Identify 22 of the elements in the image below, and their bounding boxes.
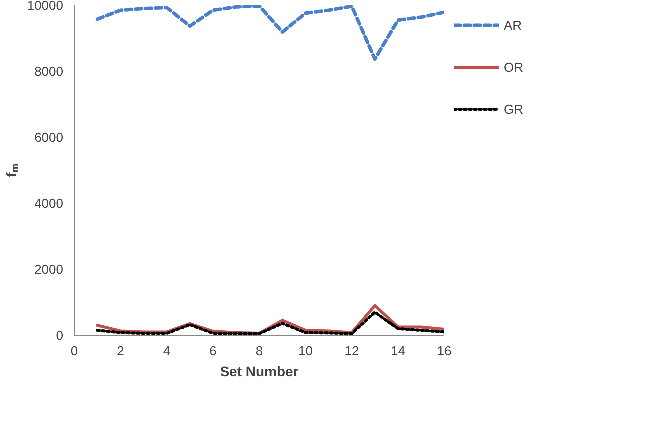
x-tick-label: 0: [70, 344, 78, 358]
x-tick-label: 12: [344, 344, 360, 358]
y-tick-label: 6000: [34, 130, 64, 145]
y-axis-title: fₘ: [3, 164, 20, 178]
y-tick-label: 4000: [34, 196, 64, 211]
line-series: [96, 6, 444, 62]
x-tick-label: 8: [256, 344, 264, 358]
legend-label: OR: [504, 60, 524, 74]
legend-label: AR: [504, 18, 524, 32]
line-series: [96, 310, 444, 336]
x-tick-label: 6: [210, 344, 217, 358]
x-tick-label: 2: [117, 344, 124, 358]
y-tick-label: 8000: [34, 64, 64, 79]
y-tick-label: 0: [56, 328, 64, 343]
y-tick-label: 10000: [27, 0, 64, 13]
x-tick-label: 10: [298, 344, 313, 358]
x-tick-label: 4: [163, 344, 171, 358]
x-tick-label: 16: [437, 344, 452, 358]
y-tick-label: 2000: [34, 262, 64, 277]
legend-label: GR: [504, 102, 524, 116]
x-tick-label: 14: [391, 344, 406, 358]
x-axis-title: Set Number: [220, 364, 300, 380]
